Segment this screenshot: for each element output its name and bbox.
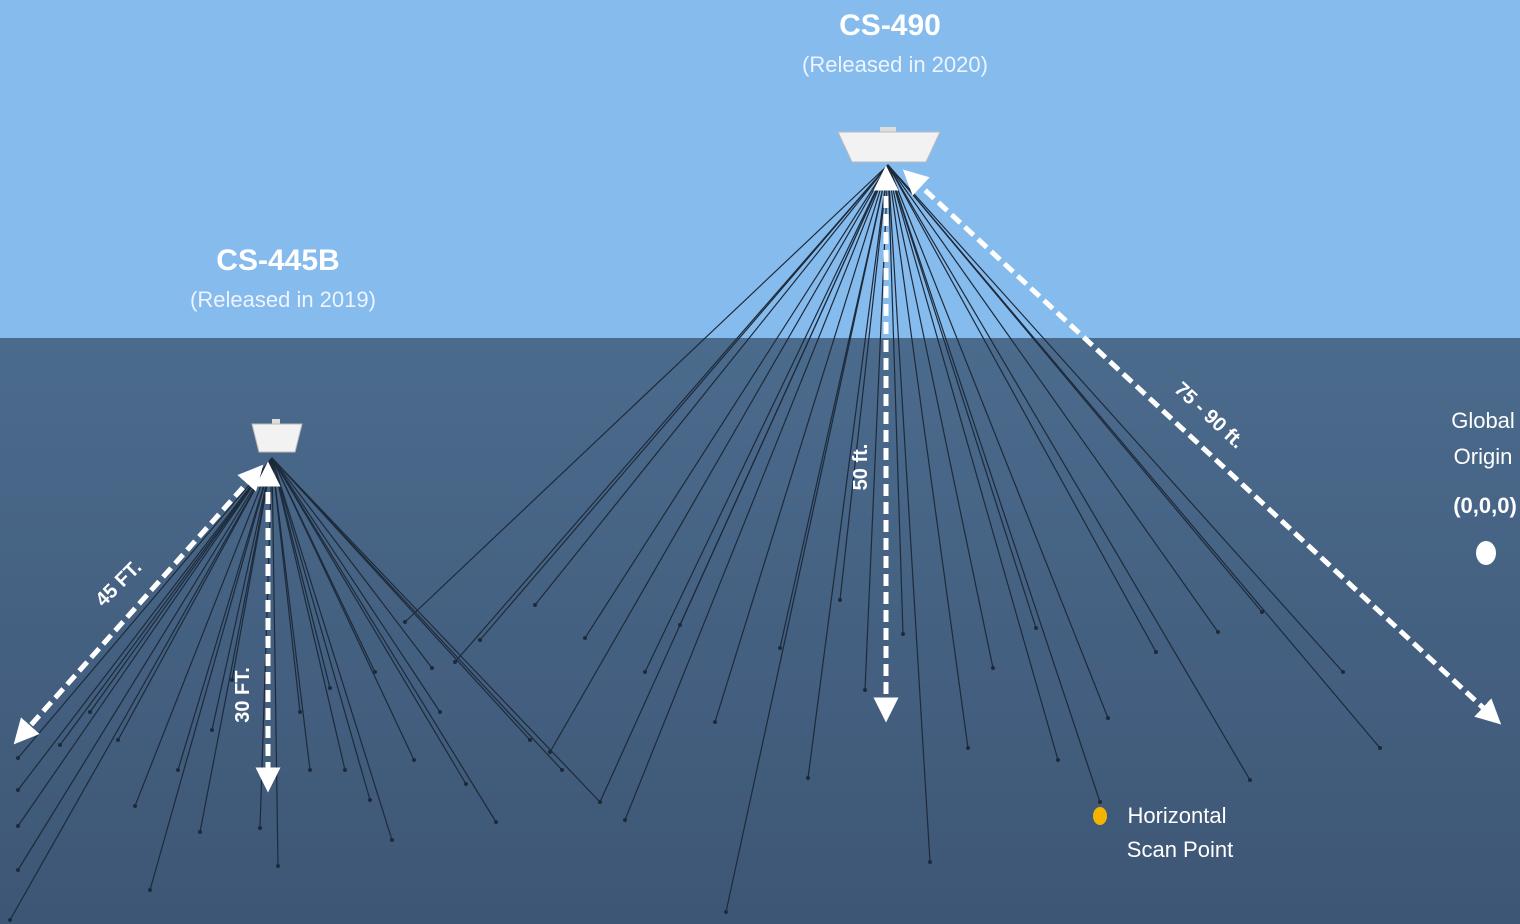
ray <box>271 457 433 669</box>
ray-end <box>928 860 932 864</box>
scan-point-label: Horizontal <box>1127 803 1226 828</box>
device-release: (Released in 2019) <box>190 287 376 312</box>
device-name: CS-490 <box>839 9 941 42</box>
origin-label: Origin <box>1454 444 1513 469</box>
ray-end <box>16 824 20 828</box>
arrow <box>902 169 1502 725</box>
ray <box>271 457 467 785</box>
ray-end <box>453 660 457 664</box>
ray-end <box>528 738 532 742</box>
ray <box>271 457 497 823</box>
ray-end <box>724 910 728 914</box>
ray <box>584 164 889 639</box>
ray <box>271 457 441 713</box>
ray-end <box>198 830 202 834</box>
ray <box>479 164 889 641</box>
ray-end <box>1154 650 1158 654</box>
ray <box>271 457 563 771</box>
ray-end <box>116 738 120 742</box>
device-release: (Released in 2020) <box>802 52 988 77</box>
ray-end <box>8 918 12 922</box>
ray-end <box>991 666 995 670</box>
ray-end <box>806 776 810 780</box>
ray-end <box>16 756 20 760</box>
ray-end <box>373 670 377 674</box>
ray <box>779 164 889 649</box>
ray <box>624 164 889 821</box>
ray-end <box>623 818 627 822</box>
ray <box>454 164 889 663</box>
ray-end <box>430 666 434 670</box>
device-cs445b <box>251 419 303 453</box>
ray-end <box>258 826 262 830</box>
ray <box>271 457 415 761</box>
ray-end <box>533 603 537 607</box>
ray <box>534 164 889 606</box>
ray-end <box>176 768 180 772</box>
dimension-arrows <box>13 165 1502 793</box>
ray-end <box>1216 630 1220 634</box>
ray-end <box>16 788 20 792</box>
ray-end <box>643 670 647 674</box>
origin-label: Global <box>1451 408 1515 433</box>
ray-end <box>713 720 717 724</box>
ray <box>714 164 889 723</box>
ray-end <box>1106 716 1110 720</box>
origin-coords: (0,0,0) <box>1453 493 1517 518</box>
ray-end <box>778 646 782 650</box>
ray-end <box>598 800 602 804</box>
ray-end <box>1341 670 1345 674</box>
measurement-label: 30 FT. <box>232 667 254 723</box>
ray-end <box>298 710 302 714</box>
ray-end <box>583 636 587 640</box>
ray-end <box>838 598 842 602</box>
ray <box>404 164 889 623</box>
ray <box>725 164 889 913</box>
ray <box>549 164 889 753</box>
ray <box>271 457 371 801</box>
ray-end <box>210 728 214 732</box>
ray-end <box>88 710 92 714</box>
ray <box>271 457 346 771</box>
origin-dot <box>1476 541 1496 565</box>
ray-end <box>1098 800 1102 804</box>
measurement-label: 50 ft. <box>850 444 872 491</box>
device-cs490 <box>837 127 941 163</box>
ray-end <box>1248 778 1252 782</box>
ray <box>644 164 889 673</box>
ray-end <box>863 688 867 692</box>
ray-end <box>133 804 137 808</box>
ray-end <box>494 820 498 824</box>
ray-end <box>901 632 905 636</box>
ray-end <box>1056 758 1060 762</box>
ray <box>271 457 601 803</box>
ray-end <box>1034 626 1038 630</box>
ray-end <box>308 768 312 772</box>
ray-end <box>328 686 332 690</box>
ray-end <box>966 746 970 750</box>
arrow <box>13 464 264 745</box>
ray <box>599 164 889 803</box>
ray-end <box>478 638 482 642</box>
device-name: CS-445B <box>216 244 339 277</box>
ray <box>271 457 393 841</box>
ray-end <box>390 838 394 842</box>
ray-end <box>412 758 416 762</box>
ray-end <box>368 798 372 802</box>
ray-end <box>58 743 62 747</box>
ray-end <box>438 710 442 714</box>
ray-end <box>560 768 564 772</box>
scan-point-label: Scan Point <box>1127 837 1233 862</box>
ray-end <box>276 864 280 868</box>
floor <box>0 338 1520 924</box>
ray <box>271 457 331 689</box>
ray-end <box>1378 746 1382 750</box>
ray-end <box>16 868 20 872</box>
scan-point-dot <box>1093 807 1107 825</box>
ray-end <box>148 888 152 892</box>
ray-end <box>464 782 468 786</box>
ray-end <box>403 620 407 624</box>
ray-end <box>343 768 347 772</box>
